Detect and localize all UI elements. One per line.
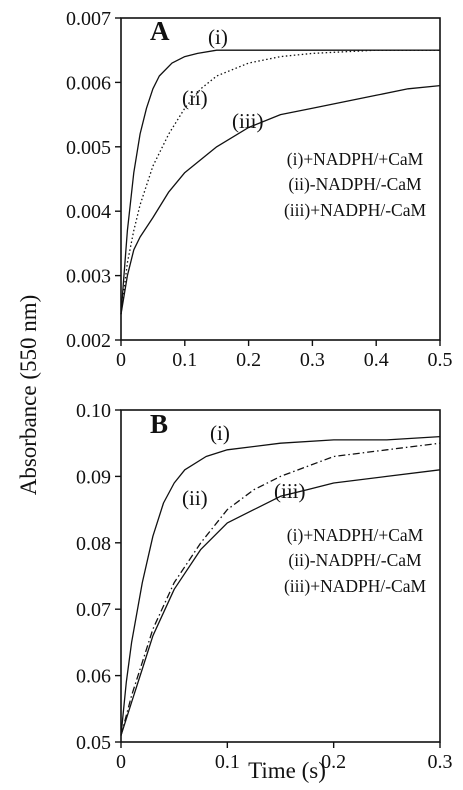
x-axis-label: Time (s)	[248, 758, 326, 783]
panel-a-curve-label-iii: (iii)	[232, 109, 264, 133]
panel-a-x-tick-label: 0.5	[428, 349, 453, 371]
chart-panel-a: 0 0.1 0.2 0.3 0.4 0.5 0.002 0.003 0.004 0.005 0.00…	[66, 8, 453, 371]
panel-b-curve-label-iii: (iii)	[274, 479, 306, 503]
panel-b-frame	[120, 409, 441, 743]
panel-b-curve-label-ii: (ii)	[182, 486, 208, 510]
panel-b-y-tick-label: 0.10	[76, 400, 111, 422]
panel-a-x-tick-label: 0.1	[172, 349, 197, 371]
panel-a-y-tick-label: 0.004	[66, 201, 111, 223]
panel-b-legend-entry: (i)+NADPH/+CaM	[287, 525, 424, 545]
panel-b-curve-label-i: (i)	[210, 421, 230, 445]
panel-b-series-i	[120, 435, 441, 736]
panel-a-x-tick-label: 0.3	[300, 349, 325, 371]
panel-a-y-tick-label: 0.007	[66, 8, 111, 30]
panel-b-y-tick-label: 0.08	[76, 533, 111, 555]
panel-a-x-tick-label: 0.2	[236, 349, 261, 371]
panel-b-y-tick-label: 0.07	[76, 599, 111, 621]
chart-panel-b: 0 0.1 0.2 0.3 0.05 0.06 0.07 0.08 0.09 0.10 B (i) (i…	[76, 400, 453, 773]
y-axis-label: Absorbance (550 nm)	[16, 295, 41, 496]
panel-a-y-tick-label: 0.003	[66, 266, 111, 288]
panel-a-y-tick-label: 0.005	[66, 137, 111, 159]
panel-a-legend-entry: (i)+NADPH/+CaM	[287, 149, 424, 169]
panel-a-series-i	[120, 49, 440, 315]
panel-b-y-tick-label: 0.09	[76, 466, 111, 488]
panel-a-x-tick-label: 0	[116, 349, 126, 371]
panel-a-series-iii	[120, 84, 441, 315]
panel-a-frame	[120, 17, 441, 341]
panel-b-x-tick-label: 0.1	[215, 751, 240, 773]
panel-b-x-tick-label: 0	[116, 751, 126, 773]
panel-a-series-ii	[120, 49, 440, 315]
panel-b-legend-entry: (ii)-NADPH/-CaM	[288, 550, 422, 570]
panel-a-curve-label-ii: (ii)	[182, 86, 208, 110]
panel-a-legend-entry: (ii)-NADPH/-CaM	[288, 174, 422, 194]
panel-a-letter: A	[150, 16, 170, 46]
panel-b-x-tick-label: 0.2	[321, 751, 346, 773]
panel-a-y-tick-label: 0.006	[66, 72, 111, 94]
panel-a-y-tick-label: 0.002	[66, 330, 111, 352]
panel-a-legend-entry: (iii)+NADPH/-CaM	[284, 200, 427, 220]
panel-a-curve-label-i: (i)	[208, 25, 228, 49]
panel-b-letter: B	[150, 409, 168, 439]
panel-a-x-tick-label: 0.4	[364, 349, 389, 371]
panel-b-y-tick-label: 0.06	[76, 666, 111, 688]
panel-b-x-tick-label: 0.3	[428, 751, 453, 773]
panel-b-y-tick-label: 0.05	[76, 732, 111, 754]
panel-b-series-ii	[120, 442, 441, 736]
panel-b-legend-entry: (iii)+NADPH/-CaM	[284, 576, 427, 596]
panel-b-series-iii	[120, 469, 441, 736]
